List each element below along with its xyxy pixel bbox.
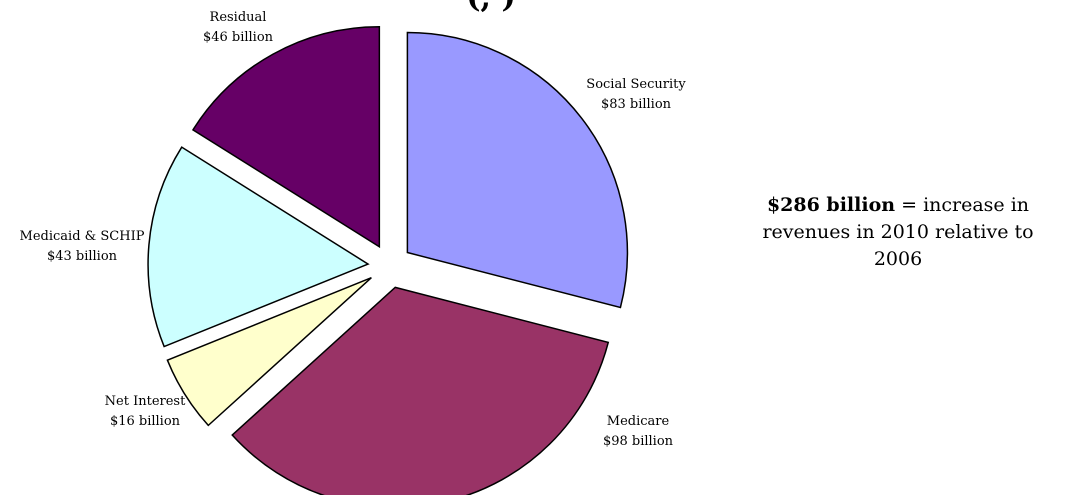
summary-text: = increase in revenues in 2010 relative … xyxy=(762,194,1034,270)
slice-value-net-interest: $16 billion xyxy=(110,414,181,429)
slice-value-residual: $46 billion xyxy=(203,30,274,45)
slice-name-medicare: Medicare xyxy=(607,414,670,429)
pie-slice-medicare xyxy=(231,286,610,495)
slice-label-social-security: Social Security $83 billion xyxy=(586,77,686,112)
slice-label-residual: Residual $46 billion xyxy=(203,10,274,45)
pie-slice-medicaid-schip xyxy=(147,146,370,348)
summary-amount: $286 billion xyxy=(766,194,896,216)
chart-title-fragment: (, ) xyxy=(466,0,515,15)
slice-label-medicare: Medicare $98 billion xyxy=(603,414,674,449)
slice-name-net-interest: Net Interest xyxy=(105,394,186,409)
slice-name-residual: Residual xyxy=(210,10,267,25)
slice-label-medicaid-schip: Medicaid & SCHIP $43 billion xyxy=(20,229,145,264)
pie-slice-residual xyxy=(191,25,381,249)
pie-slice-social-security xyxy=(406,31,629,309)
slice-label-net-interest: Net Interest $16 billion xyxy=(105,394,186,429)
summary-note: $286 billion = increase in revenues in 2… xyxy=(742,192,1054,273)
slice-value-social-security: $83 billion xyxy=(601,97,672,112)
slice-name-social-security: Social Security xyxy=(586,77,686,92)
slice-value-medicare: $98 billion xyxy=(603,434,674,449)
slice-value-medicaid-schip: $43 billion xyxy=(47,249,118,264)
slice-name-medicaid-schip: Medicaid & SCHIP xyxy=(20,229,145,244)
pie-slice-net-interest xyxy=(166,276,372,427)
